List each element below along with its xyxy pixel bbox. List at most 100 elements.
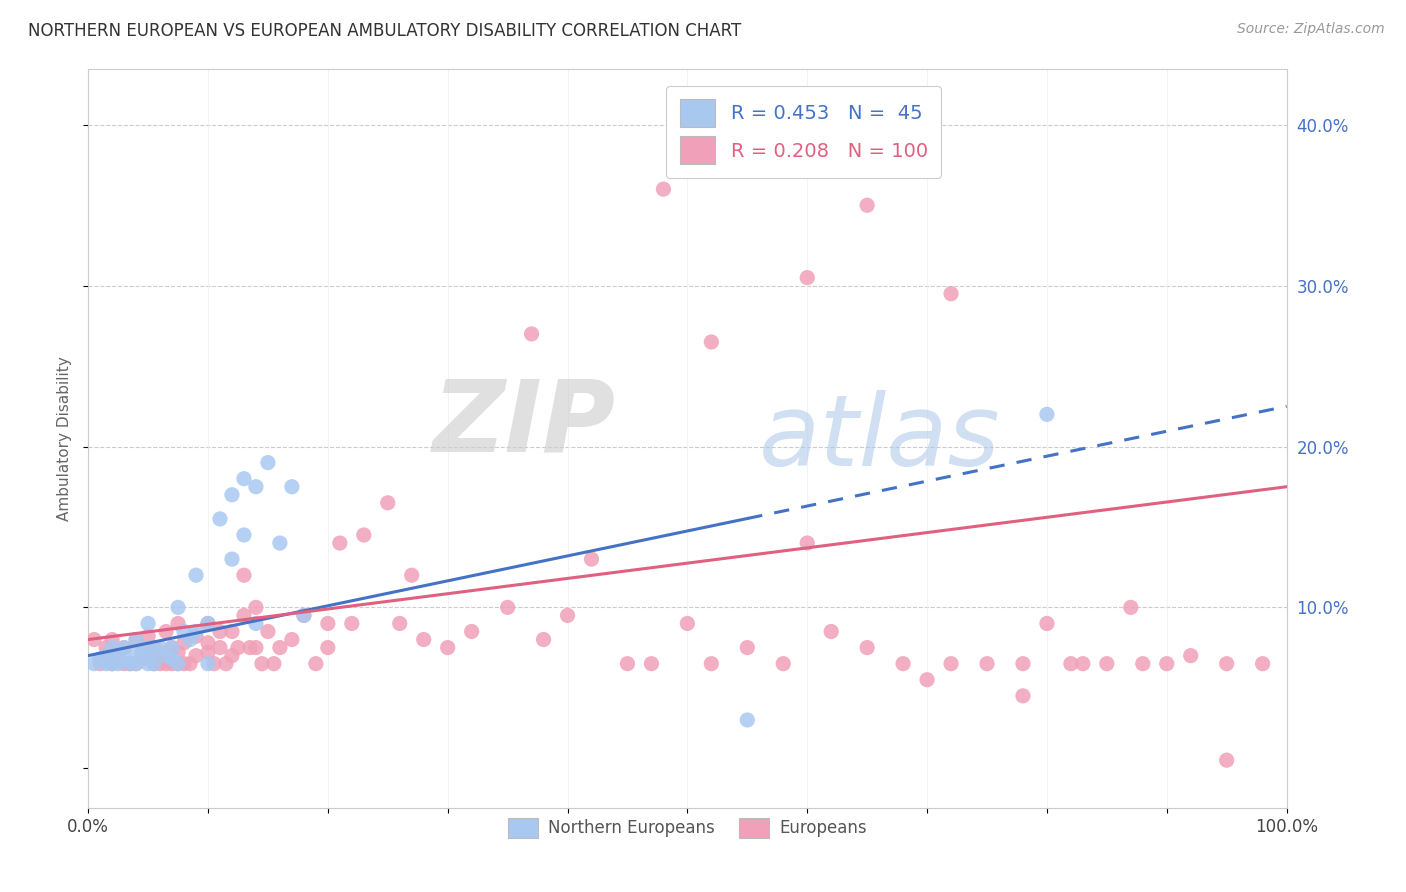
Point [221, 624, 243, 639]
Point [197, 657, 219, 671]
Point [149, 645, 172, 659]
Point [173, 657, 195, 671]
Point [401, 568, 423, 582]
Point [772, 657, 794, 671]
Point [939, 657, 962, 671]
Y-axis label: Ambulatory Disability: Ambulatory Disability [58, 356, 72, 521]
Point [208, 512, 231, 526]
Point [245, 480, 267, 494]
Point [136, 640, 159, 655]
Point [796, 270, 818, 285]
Point [215, 657, 238, 671]
Point [131, 648, 153, 663]
Point [125, 632, 148, 647]
Point [1060, 657, 1083, 671]
Point [89, 657, 111, 671]
Point [101, 640, 124, 655]
Point [1012, 657, 1035, 671]
Point [1119, 600, 1142, 615]
Point [221, 488, 243, 502]
Point [269, 640, 291, 655]
Point [155, 648, 177, 663]
Point [94, 657, 117, 671]
Point [281, 632, 304, 647]
Point [167, 616, 190, 631]
Point [245, 600, 267, 615]
Point [83, 632, 105, 647]
Point [976, 657, 998, 671]
Point [557, 608, 579, 623]
Point [676, 616, 699, 631]
Point [640, 657, 662, 671]
Point [101, 657, 124, 671]
Point [250, 657, 273, 671]
Point [184, 568, 207, 582]
Point [891, 657, 914, 671]
Point [143, 657, 166, 671]
Point [143, 645, 166, 659]
Point [160, 640, 183, 655]
Point [160, 640, 183, 655]
Point [94, 640, 117, 655]
Point [1071, 657, 1094, 671]
Point [581, 552, 603, 566]
Point [533, 632, 555, 647]
Point [160, 652, 183, 666]
Point [1156, 657, 1178, 671]
Point [202, 657, 225, 671]
Point [737, 640, 759, 655]
Point [292, 608, 315, 623]
Point [173, 636, 195, 650]
Point [149, 640, 172, 655]
Point [94, 648, 117, 663]
Point [257, 456, 280, 470]
Point [1132, 657, 1154, 671]
Point [233, 608, 256, 623]
Point [167, 645, 190, 659]
Point [221, 648, 243, 663]
Point [388, 616, 411, 631]
Point [652, 182, 675, 196]
Point [915, 673, 938, 687]
Point [125, 657, 148, 671]
Point [101, 632, 124, 647]
Point [1215, 657, 1237, 671]
Point [155, 657, 177, 671]
Point [208, 624, 231, 639]
Point [257, 624, 280, 639]
Point [112, 652, 135, 666]
Point [173, 624, 195, 639]
Point [112, 657, 135, 671]
Point [208, 640, 231, 655]
Point [239, 640, 262, 655]
Point [460, 624, 482, 639]
Point [616, 657, 638, 671]
Point [316, 616, 339, 631]
Point [107, 645, 129, 659]
Point [197, 616, 219, 631]
Text: ZIP: ZIP [433, 376, 616, 472]
Point [107, 645, 129, 659]
Point [1251, 657, 1274, 671]
Point [184, 629, 207, 643]
Point [101, 657, 124, 671]
Point [167, 600, 190, 615]
Point [89, 652, 111, 666]
Point [197, 645, 219, 659]
Point [412, 632, 434, 647]
Point [125, 657, 148, 671]
Point [292, 608, 315, 623]
Point [233, 568, 256, 582]
Point [281, 480, 304, 494]
Point [700, 334, 723, 349]
Point [700, 657, 723, 671]
Point [136, 629, 159, 643]
Point [263, 657, 285, 671]
Point [820, 624, 842, 639]
Text: NORTHERN EUROPEAN VS EUROPEAN AMBULATORY DISABILITY CORRELATION CHART: NORTHERN EUROPEAN VS EUROPEAN AMBULATORY… [28, 22, 741, 40]
Point [1036, 616, 1059, 631]
Point [83, 657, 105, 671]
Point [1095, 657, 1118, 671]
Point [245, 616, 267, 631]
Point [160, 657, 183, 671]
